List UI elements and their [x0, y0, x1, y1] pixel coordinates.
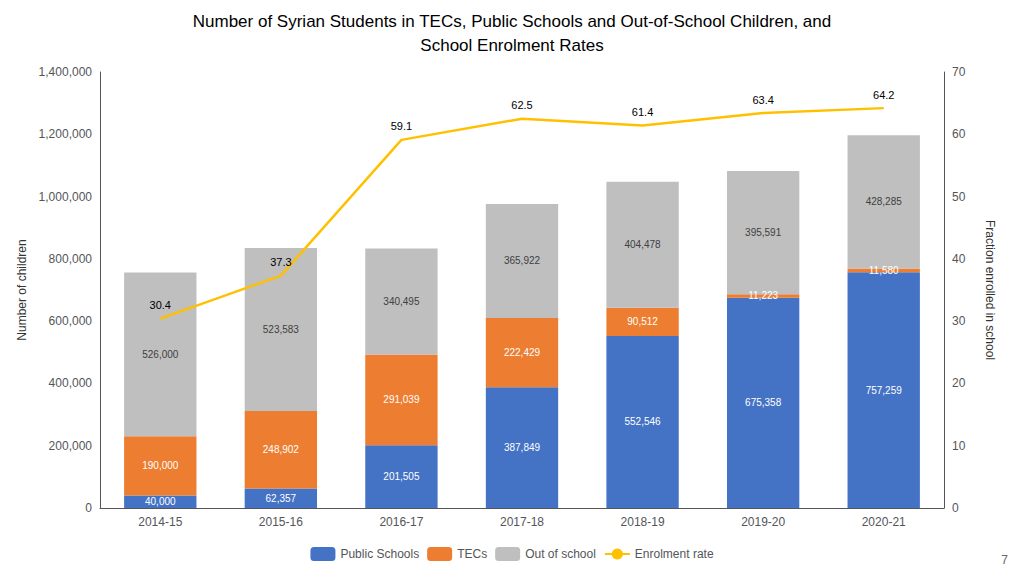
svg-text:30: 30	[952, 314, 966, 328]
svg-text:757,259: 757,259	[866, 385, 903, 396]
svg-text:2016-17: 2016-17	[379, 515, 423, 529]
svg-text:Number of Syrian Students in T: Number of Syrian Students in TECs, Publi…	[193, 12, 831, 31]
svg-text:400,000: 400,000	[49, 376, 93, 390]
svg-text:11,223: 11,223	[748, 290, 778, 301]
svg-text:40,000: 40,000	[145, 496, 176, 507]
svg-text:70: 70	[952, 65, 966, 79]
svg-text:800,000: 800,000	[49, 252, 93, 266]
svg-text:90,512: 90,512	[627, 316, 658, 327]
svg-text:61.4: 61.4	[632, 106, 653, 118]
svg-text:40: 40	[952, 252, 966, 266]
svg-text:Public Schools: Public Schools	[340, 547, 419, 561]
svg-text:2014-15: 2014-15	[138, 515, 182, 529]
svg-text:64.2: 64.2	[873, 89, 894, 101]
svg-text:523,583: 523,583	[263, 324, 300, 335]
svg-text:2019-20: 2019-20	[741, 515, 785, 529]
svg-text:60: 60	[952, 127, 966, 141]
svg-text:248,902: 248,902	[263, 444, 300, 455]
svg-text:1,000,000: 1,000,000	[39, 190, 93, 204]
svg-text:2018-19: 2018-19	[621, 515, 665, 529]
svg-text:Out of school: Out of school	[525, 547, 596, 561]
svg-text:Enrolment rate: Enrolment rate	[635, 547, 714, 561]
svg-text:222,429: 222,429	[504, 347, 541, 358]
svg-text:428,285: 428,285	[866, 196, 903, 207]
svg-text:62,357: 62,357	[266, 493, 297, 504]
svg-text:School Enrolment Rates: School Enrolment Rates	[420, 36, 603, 55]
svg-text:1,200,000: 1,200,000	[39, 127, 93, 141]
svg-text:200,000: 200,000	[49, 439, 93, 453]
svg-text:526,000: 526,000	[142, 349, 179, 360]
svg-text:291,039: 291,039	[383, 394, 420, 405]
svg-text:20: 20	[952, 376, 966, 390]
svg-text:190,000: 190,000	[142, 460, 179, 471]
svg-text:30.4: 30.4	[150, 299, 171, 311]
svg-text:387,849: 387,849	[504, 442, 541, 453]
svg-text:Fraction enrolled in school: Fraction enrolled in school	[983, 220, 997, 360]
svg-text:2017-18: 2017-18	[500, 515, 544, 529]
svg-text:1,400,000: 1,400,000	[39, 65, 93, 79]
svg-text:10: 10	[952, 439, 966, 453]
svg-text:2015-16: 2015-16	[259, 515, 303, 529]
svg-text:7: 7	[1001, 553, 1008, 567]
svg-text:62.5: 62.5	[511, 99, 532, 111]
svg-text:201,505: 201,505	[383, 471, 420, 482]
svg-text:404,478: 404,478	[624, 239, 661, 250]
svg-text:365,922: 365,922	[504, 255, 541, 266]
svg-text:Number of children: Number of children	[15, 239, 29, 340]
svg-text:0: 0	[85, 501, 92, 515]
svg-text:63.4: 63.4	[752, 94, 773, 106]
svg-text:50: 50	[952, 190, 966, 204]
svg-text:0: 0	[952, 501, 959, 515]
svg-text:59.1: 59.1	[391, 120, 412, 132]
svg-text:395,591: 395,591	[745, 227, 782, 238]
svg-text:340,495: 340,495	[383, 296, 420, 307]
svg-text:TECs: TECs	[457, 547, 487, 561]
svg-text:11,580: 11,580	[869, 265, 899, 276]
svg-text:2020-21: 2020-21	[862, 515, 906, 529]
svg-text:552,546: 552,546	[624, 416, 661, 427]
svg-text:600,000: 600,000	[49, 314, 93, 328]
svg-text:37.3: 37.3	[270, 256, 291, 268]
svg-text:675,358: 675,358	[745, 397, 782, 408]
